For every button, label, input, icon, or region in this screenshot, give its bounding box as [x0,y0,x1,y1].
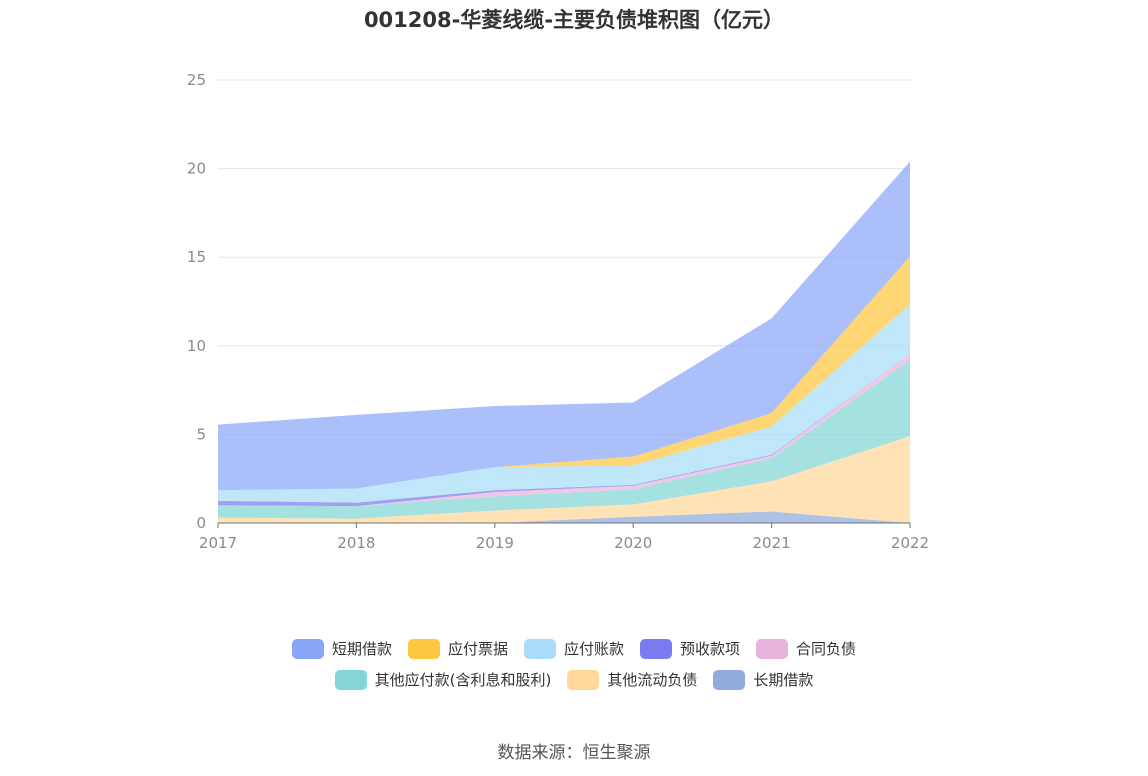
legend-swatch [334,669,367,690]
y-tick-label: 25 [187,71,206,89]
legend-item-advance-receipts[interactable]: 预收款项 [640,638,740,659]
legend-item-short-term-loans[interactable]: 短期借款 [291,638,392,659]
area-series-6[interactable] [218,256,910,491]
legend-item-other-current-liabilities[interactable]: 其他流动负债 [567,669,697,690]
chart-title: 001208-华菱线缆-主要负债堆积图（亿元） [363,8,785,32]
legend-label: 合同负债 [796,640,857,658]
legend-swatch [567,669,600,690]
legend-swatch [713,669,746,690]
area-series-5[interactable] [218,304,910,503]
legend-swatch [640,638,672,659]
legend-swatch [291,638,324,659]
legend-label: 预收款项 [680,640,741,658]
legend-item-notes-payable[interactable]: 应付票据 [407,638,508,659]
x-tick-label: 2022 [891,534,929,552]
x-tick-label: 2021 [753,534,791,552]
x-tick-label: 2017 [199,534,237,552]
legend-item-contract-liabilities[interactable]: 合同负债 [756,638,856,659]
x-tick-label: 2018 [337,534,375,552]
x-tick-label: 2020 [614,534,652,552]
legend-label: 长期借款 [753,671,814,689]
y-tick-label: 5 [196,425,206,443]
legend-label: 短期借款 [331,640,392,658]
legend-swatch [756,638,789,659]
area-series-1[interactable] [218,436,910,523]
stacked-area-chart: 0 5 10 15 20 25 2017 2018 2019 2020 2021 2022 [187,71,929,552]
legend-item-long-term-loans[interactable]: 长期借款 [713,669,813,690]
legend-row-1: 短期借款 应付票据 应付账款 预收款项 合同负债 [0,638,1148,659]
legend-item-accounts-payable[interactable]: 应付账款 [523,638,624,659]
x-tick-label: 2019 [476,534,514,552]
y-tick-label: 20 [187,160,206,178]
legend-label: 其他流动负债 [607,671,698,689]
legend-swatch [523,638,556,659]
legend-swatch [407,638,440,659]
area-series-7[interactable] [218,161,910,491]
legend-label: 应付账款 [563,640,624,658]
data-source: 数据来源：恒生聚源 [497,743,651,763]
y-tick-label: 0 [196,514,206,532]
legend-row-2: 其他应付款(含利息和股利) 其他流动负债 长期借款 [0,669,1148,690]
area-series-0[interactable] [218,511,910,523]
legend-item-other-payables[interactable]: 其他应付款(含利息和股利) [334,669,552,690]
legend: 短期借款 应付票据 应付账款 预收款项 合同负债 其他应付款(含利息和股利) 其… [0,638,1148,700]
y-tick-label: 15 [187,248,206,266]
legend-label: 其他应付款(含利息和股利) [374,671,552,689]
y-tick-label: 10 [187,337,206,355]
area-series-2[interactable] [218,359,910,519]
legend-label: 应付票据 [447,640,508,658]
